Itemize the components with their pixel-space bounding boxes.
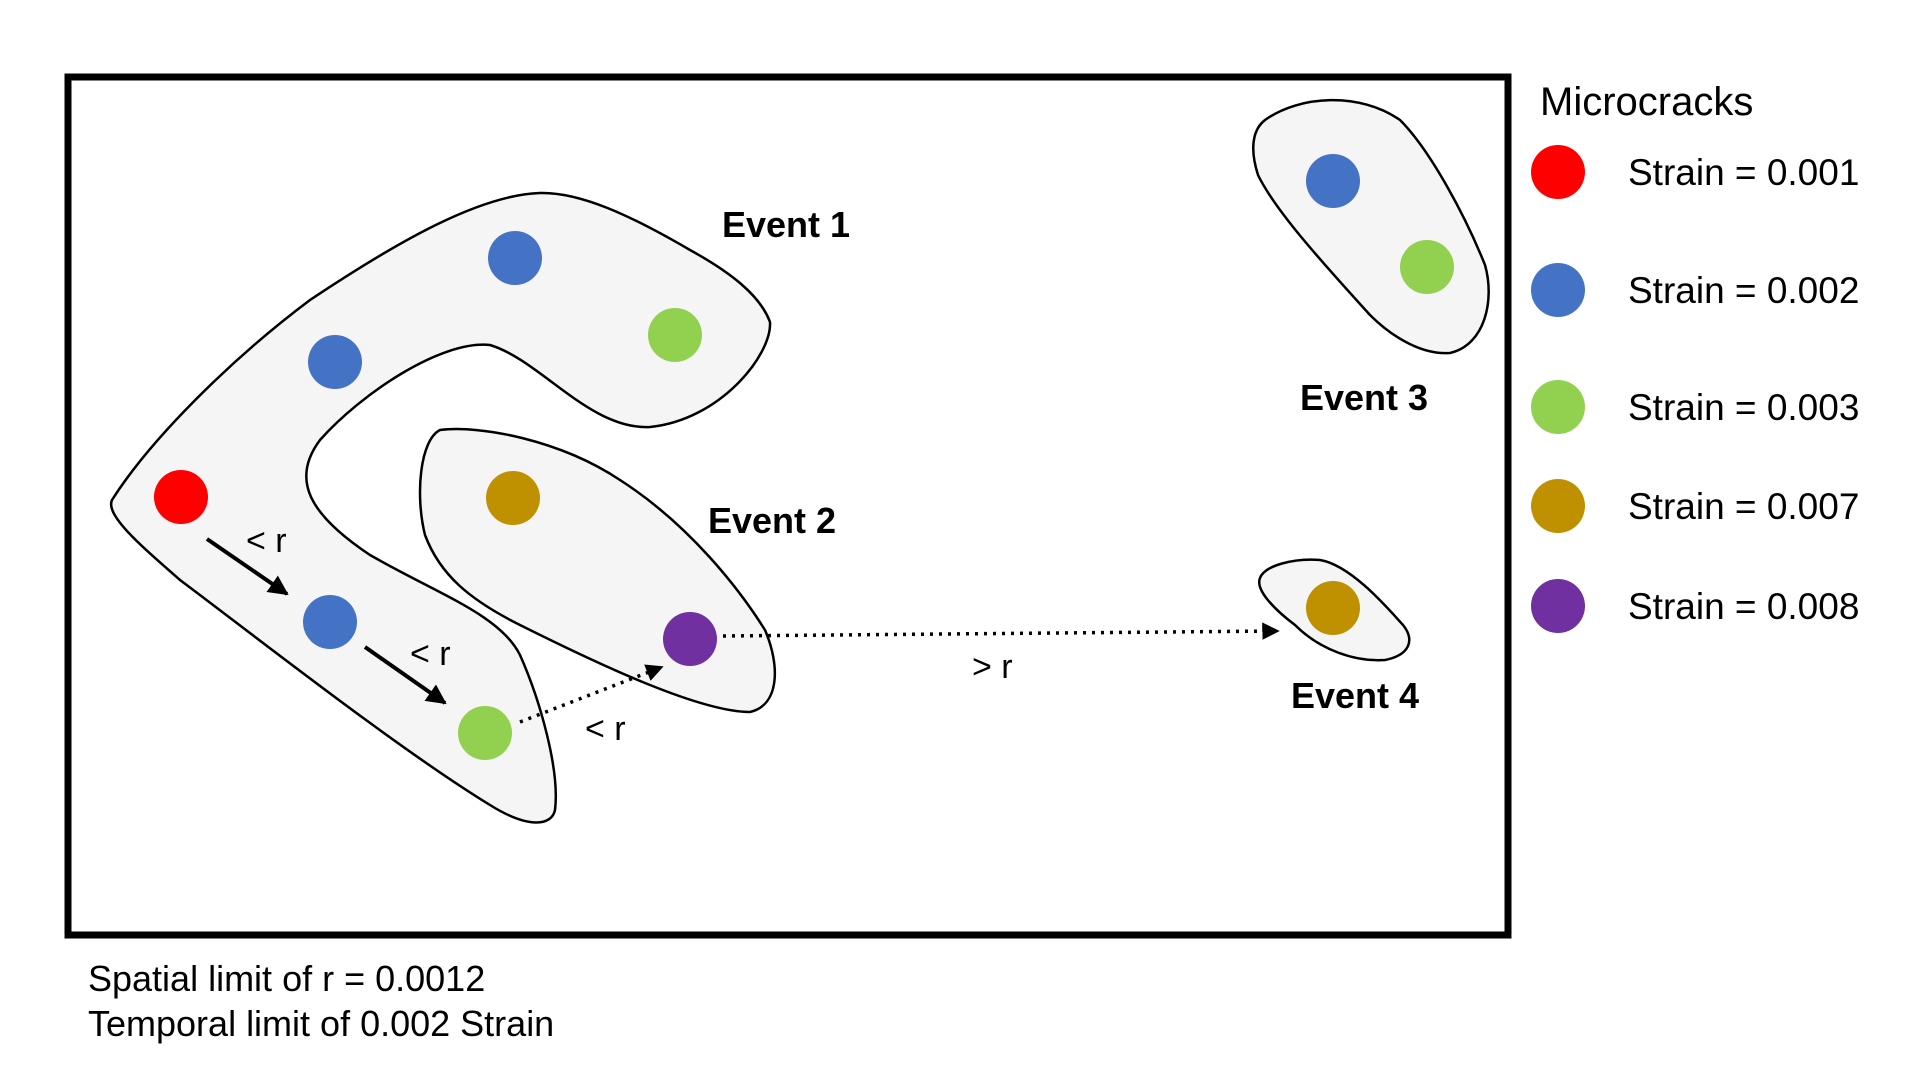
event3-region: [1252, 98, 1490, 355]
legend-swatch: [1531, 263, 1585, 317]
microcrack-blue: [308, 335, 362, 389]
event3-label: Event 3: [1300, 377, 1428, 418]
spatial-limit-note: Spatial limit of r = 0.0012: [88, 958, 486, 999]
legend-title: Microcracks: [1540, 80, 1753, 124]
microcrack-green: [1400, 240, 1454, 294]
link2-label: < r: [410, 635, 451, 673]
link3-label: < r: [585, 710, 626, 748]
microcrack-blue: [303, 595, 357, 649]
legend: Microcracks Strain = 0.001 Strain = 0.002…: [1531, 80, 1859, 633]
legend-swatch: [1531, 380, 1585, 434]
link4-arrow: [722, 622, 1280, 640]
legend-swatch: [1531, 479, 1585, 533]
legend-label: Strain = 0.007: [1628, 486, 1859, 527]
temporal-limit-note: Temporal limit of 0.002 Strain: [88, 1003, 555, 1044]
microcrack-gold: [1306, 581, 1360, 635]
legend-label: Strain = 0.002: [1628, 270, 1859, 311]
legend-swatch: [1531, 579, 1585, 633]
event1-label: Event 1: [722, 204, 850, 245]
link4-label: > r: [972, 648, 1013, 686]
specimen-frame: [64, 73, 1512, 939]
microcrack-green: [648, 308, 702, 362]
link1-arrow: [205, 537, 289, 596]
link1-label: < r: [246, 522, 287, 560]
legend-swatch: [1531, 145, 1585, 199]
microcrack-red: [154, 470, 208, 524]
microcrack-gold: [486, 471, 540, 525]
event4-label: Event 4: [1291, 675, 1419, 716]
event1-region: [109, 191, 772, 824]
microcrack-blue: [488, 231, 542, 285]
microcrack-blue: [1306, 154, 1360, 208]
legend-label: Strain = 0.003: [1628, 387, 1859, 428]
link2-arrow: [363, 645, 447, 705]
link3-arrow: [519, 664, 664, 724]
legend-label: Strain = 0.001: [1628, 152, 1859, 193]
microcrack-purple: [663, 612, 717, 666]
legend-label: Strain = 0.008: [1628, 586, 1859, 627]
event2-label: Event 2: [708, 500, 836, 541]
microcrack-green: [458, 706, 512, 760]
